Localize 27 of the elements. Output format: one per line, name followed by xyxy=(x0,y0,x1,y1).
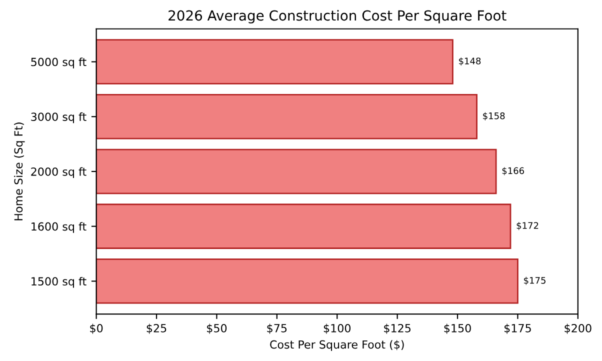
bar xyxy=(96,94,478,140)
x-tick-label: $50 xyxy=(207,324,227,334)
x-axis-title: Cost Per Square Foot ($) xyxy=(270,340,404,351)
y-tick-label: 1600 sq ft xyxy=(32,222,86,233)
y-axis-title: Home Size (Sq Ft) xyxy=(14,122,25,220)
y-tick-label: 3000 sq ft xyxy=(31,112,86,124)
data-label: $158 xyxy=(483,112,505,120)
x-tick-label: $75 xyxy=(267,324,287,334)
x-tick-label: $25 xyxy=(146,324,166,334)
y-tick-label: 5000 sq ft xyxy=(31,58,86,68)
y-tick-label: 2000 sq ft xyxy=(31,167,86,178)
data-label: $175 xyxy=(524,276,546,285)
x-tick-label: $200 xyxy=(564,324,592,334)
data-label: $166 xyxy=(502,167,524,176)
x-tick-label: $100 xyxy=(324,324,351,334)
x-tick-label: $150 xyxy=(444,324,471,334)
chart-title: 2026 Average Construction Cost Per Square Foot xyxy=(168,10,506,24)
bar xyxy=(96,39,454,84)
x-tick-label: $125 xyxy=(384,324,410,334)
x-tick-label: $175 xyxy=(504,324,531,334)
data-label: $148 xyxy=(459,57,481,66)
y-tick-label: 1500 sq ft xyxy=(32,276,86,288)
bar xyxy=(96,258,518,304)
bar xyxy=(96,204,512,249)
data-label: $172 xyxy=(516,222,538,230)
bar xyxy=(96,148,497,194)
x-tick-label: $0 xyxy=(90,324,103,334)
